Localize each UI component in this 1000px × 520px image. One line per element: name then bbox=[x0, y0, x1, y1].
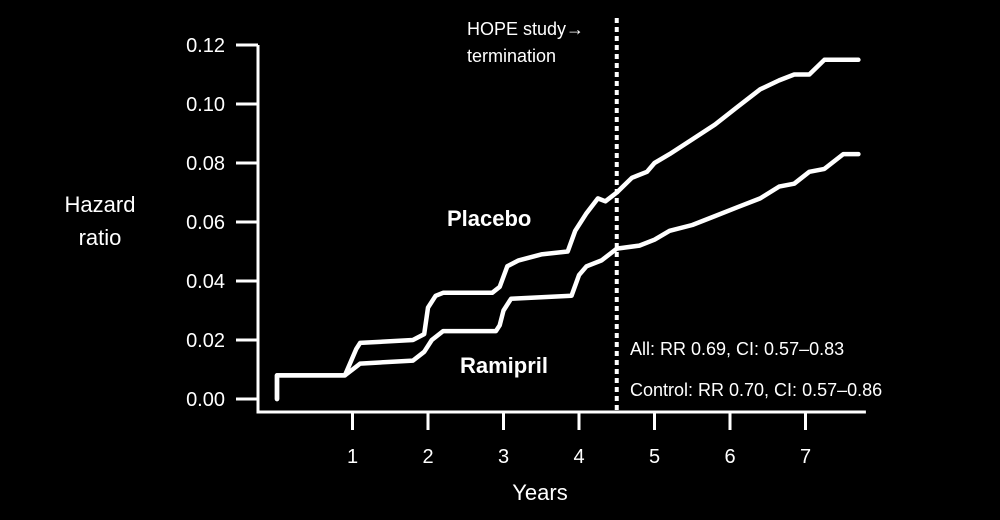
y-tick-label-4: 0.08 bbox=[186, 153, 225, 175]
x-tick-label-2: 3 bbox=[498, 446, 509, 468]
series-line-ramipril bbox=[274, 151, 861, 402]
x-axis-title: Years bbox=[512, 480, 567, 505]
x-tick-label-3: 4 bbox=[573, 446, 584, 468]
termination-label-line-1: HOPE study→ bbox=[467, 19, 584, 39]
y-tick-label-2: 0.04 bbox=[186, 271, 225, 293]
y-tick-label-0: 0.00 bbox=[186, 389, 225, 411]
y-axis-ticks: 0.00 0.02 0.04 0.06 0.08 0.10 0.12 bbox=[186, 35, 258, 411]
x-tick-label-6: 7 bbox=[800, 446, 811, 468]
x-tick-label-4: 5 bbox=[649, 446, 660, 468]
x-tick-label-0: 1 bbox=[347, 446, 358, 468]
y-tick-label-1: 0.02 bbox=[186, 330, 225, 352]
rr-control-annotation: Control: RR 0.70, CI: 0.57–0.86 bbox=[630, 380, 882, 400]
y-axis-title-line-2: ratio bbox=[79, 225, 122, 250]
ramipril-series-label: Ramipril bbox=[460, 353, 548, 378]
y-tick-label-5: 0.10 bbox=[186, 94, 225, 116]
x-axis-ticks: 1 2 3 4 5 6 7 bbox=[347, 412, 811, 468]
series-line-placebo bbox=[274, 57, 861, 402]
series-curves bbox=[274, 57, 861, 402]
rr-all-annotation: All: RR 0.69, CI: 0.57–0.83 bbox=[630, 339, 844, 359]
chart-axes bbox=[256, 45, 866, 414]
placebo-series-label: Placebo bbox=[447, 206, 531, 231]
termination-label-line-2: termination bbox=[467, 46, 556, 66]
y-tick-label-6: 0.12 bbox=[186, 35, 225, 57]
y-tick-label-3: 0.06 bbox=[186, 212, 225, 234]
x-tick-label-1: 2 bbox=[422, 446, 433, 468]
x-tick-label-5: 6 bbox=[724, 446, 735, 468]
y-axis-title-line-1: Hazard bbox=[65, 192, 136, 217]
